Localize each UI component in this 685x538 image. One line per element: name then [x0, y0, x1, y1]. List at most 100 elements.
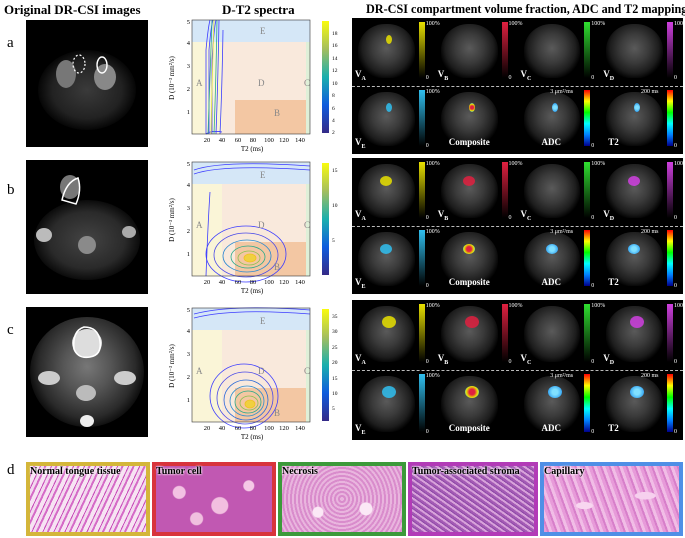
svg-text:140: 140	[295, 137, 305, 144]
colorbar-min-label: 0	[508, 215, 512, 221]
lesion-overlay	[468, 103, 475, 112]
map-panel-a: 100% 0 VA 100% 0 VB 100% 0 VC 100% 0 VD 100% 0 VE Compo…	[352, 18, 683, 154]
row-divider	[352, 226, 683, 227]
colorbar-min-label: 0	[508, 75, 512, 81]
svg-text:100: 100	[264, 137, 274, 144]
map-label-vd: VD	[603, 353, 615, 366]
histology-necrosis: Necrosis	[278, 462, 406, 536]
svg-text:B: B	[274, 408, 280, 418]
map-cell-vb: 100% 0 VB	[435, 300, 523, 370]
svg-text:T2 (ms): T2 (ms)	[241, 287, 264, 295]
mri-slice	[606, 306, 663, 362]
map-label-ve: VE	[355, 277, 366, 290]
lesion-overlay	[464, 386, 479, 398]
map-label-vd: VD	[603, 69, 615, 82]
map-cell-vc: 100% 0 VC	[518, 300, 606, 370]
svg-text:60: 60	[235, 137, 242, 144]
colorbar-min-label: 0	[425, 429, 429, 435]
svg-text:E: E	[260, 170, 266, 180]
colorbar-min-label: 0	[674, 143, 677, 149]
row-divider	[352, 370, 683, 371]
svg-text:D: D	[258, 366, 265, 376]
roi-outline-c	[72, 326, 102, 359]
map-label-composite: Composite	[448, 277, 490, 287]
spectrum-a: A B C D E 1 2 3 4 5 20 40 60 80 100 120 …	[160, 18, 350, 156]
map-label-vc: VC	[520, 209, 532, 222]
svg-text:30: 30	[332, 329, 338, 335]
lesion-overlay	[380, 176, 392, 186]
svg-text:35: 35	[332, 314, 338, 320]
map-cell-va: 100% 0 VA	[352, 158, 440, 226]
colorbar	[418, 90, 425, 146]
svg-text:4: 4	[187, 328, 191, 335]
mri-slice	[440, 24, 498, 78]
map-label-adc: ADC	[541, 137, 562, 147]
map-cell-vc: 100% 0 VC	[518, 158, 606, 226]
original-image-c	[26, 307, 148, 437]
colorbar	[501, 22, 508, 78]
mri-slice	[606, 376, 663, 432]
map-label-vd: VD	[603, 209, 615, 222]
map-label-vc: VC	[520, 69, 532, 82]
svg-text:1: 1	[187, 251, 190, 258]
colorbar	[584, 230, 591, 286]
mri-slice	[606, 232, 663, 286]
svg-text:10: 10	[332, 391, 338, 397]
map-label-vb: VB	[437, 69, 449, 82]
colorbar-max-label: 200 ms	[641, 229, 659, 235]
map-cell-ve: 100% 0 VE	[352, 370, 440, 440]
svg-text:D (10⁻³ mm²/s): D (10⁻³ mm²/s)	[168, 55, 176, 99]
colorbar-max-label: 100%	[508, 161, 523, 167]
colorbar	[584, 374, 591, 432]
roi-outline-b	[61, 177, 81, 205]
mri-slice	[440, 232, 498, 286]
svg-text:2: 2	[187, 228, 190, 235]
colorbar-min-label: 0	[674, 215, 677, 221]
lesion-overlay	[462, 244, 475, 254]
colorbar	[667, 22, 673, 78]
colorbar-min-label: 0	[425, 143, 429, 149]
colorbar	[418, 162, 425, 218]
spectrum-b: A B C D E 1 2 3 4 5 20 40 60 80 100 120 140 T2 (ms…	[160, 160, 350, 298]
map-label-composite: Composite	[448, 423, 490, 433]
svg-text:60: 60	[235, 279, 242, 286]
svg-text:5: 5	[332, 406, 335, 412]
svg-text:8: 8	[332, 93, 335, 99]
colorbar	[667, 374, 673, 432]
colorbar	[584, 162, 591, 218]
lesion-overlay	[547, 386, 562, 398]
mri-slice	[606, 24, 663, 78]
mri-slice	[606, 164, 663, 218]
map-label-va: VA	[355, 69, 366, 82]
svg-text:20: 20	[332, 360, 338, 366]
colorbar-max-label: 100%	[425, 303, 440, 309]
svg-text:120: 120	[279, 137, 289, 144]
map-panel-b: 100% 0 VA 100% 0 VB 100% 0 VC 100% 0 VD 100% 0 VE Compo…	[352, 158, 683, 294]
svg-text:C: C	[304, 366, 310, 376]
colorbar	[667, 162, 673, 218]
colorbar-max-label: 100%	[591, 303, 606, 309]
svg-text:100: 100	[264, 279, 274, 286]
svg-text:2: 2	[332, 130, 335, 136]
svg-text:5: 5	[187, 307, 190, 314]
colorbar-c	[322, 309, 329, 421]
svg-text:2: 2	[187, 374, 190, 381]
mri-slice	[523, 24, 581, 78]
colorbar	[667, 90, 673, 146]
header-spectra: D-T2 spectra	[222, 2, 295, 17]
svg-text:D: D	[258, 220, 265, 230]
map-cell-adc: 3 μm²/ms 0 ADC	[518, 86, 601, 154]
svg-text:5: 5	[187, 161, 190, 168]
colorbar	[667, 230, 673, 286]
colorbar-max-label: 3 μm²/ms	[550, 89, 574, 95]
colorbar	[418, 22, 425, 78]
map-label-va: VA	[355, 353, 366, 366]
map-cell-composite: Composite	[435, 226, 518, 294]
map-cell-va: 100% 0 VA	[352, 300, 440, 370]
svg-text:80: 80	[250, 279, 257, 286]
mri-slice	[440, 164, 498, 218]
map-cell-composite: Composite	[435, 370, 518, 440]
region-A: A	[196, 78, 203, 88]
mri-slice	[440, 92, 498, 146]
region-D: D	[258, 78, 265, 88]
